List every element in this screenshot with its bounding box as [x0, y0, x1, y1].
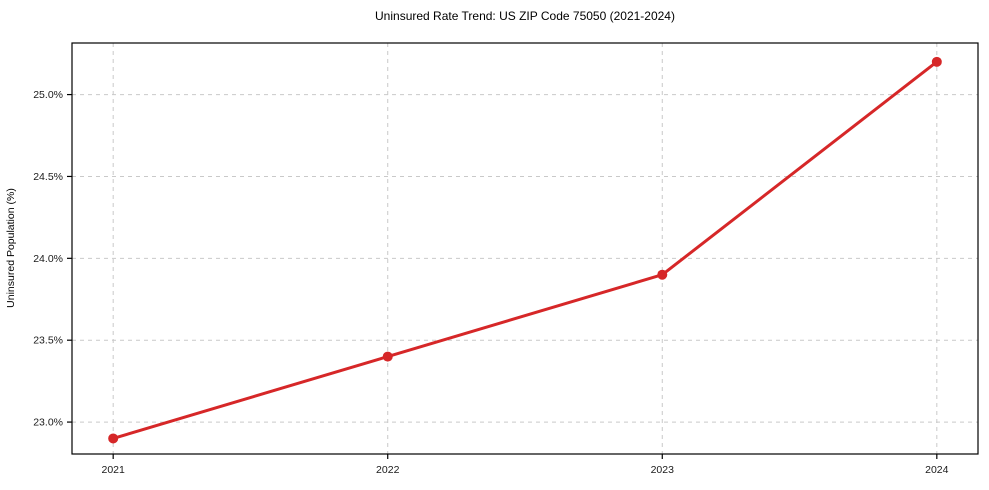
x-tick-label: 2024 [925, 464, 949, 476]
data-point-marker [108, 433, 119, 444]
y-tick-label: 24.5% [33, 171, 63, 183]
x-tick-label: 2021 [102, 464, 126, 476]
y-tick-label: 24.0% [33, 253, 63, 265]
chart-title: Uninsured Rate Trend: US ZIP Code 75050 … [375, 9, 675, 23]
x-tick-label: 2023 [651, 464, 675, 476]
y-axis-title: Uninsured Population (%) [5, 188, 17, 308]
x-tick-label: 2022 [376, 464, 400, 476]
y-tick-label: 23.5% [33, 335, 63, 347]
data-point-marker [382, 351, 393, 362]
y-tick-label: 25.0% [33, 89, 63, 101]
data-point-marker [657, 269, 668, 280]
data-point-marker [931, 56, 942, 67]
trend-line [111, 60, 939, 440]
y-tick-label: 23.0% [33, 417, 63, 429]
plot-area-border [71, 42, 979, 455]
